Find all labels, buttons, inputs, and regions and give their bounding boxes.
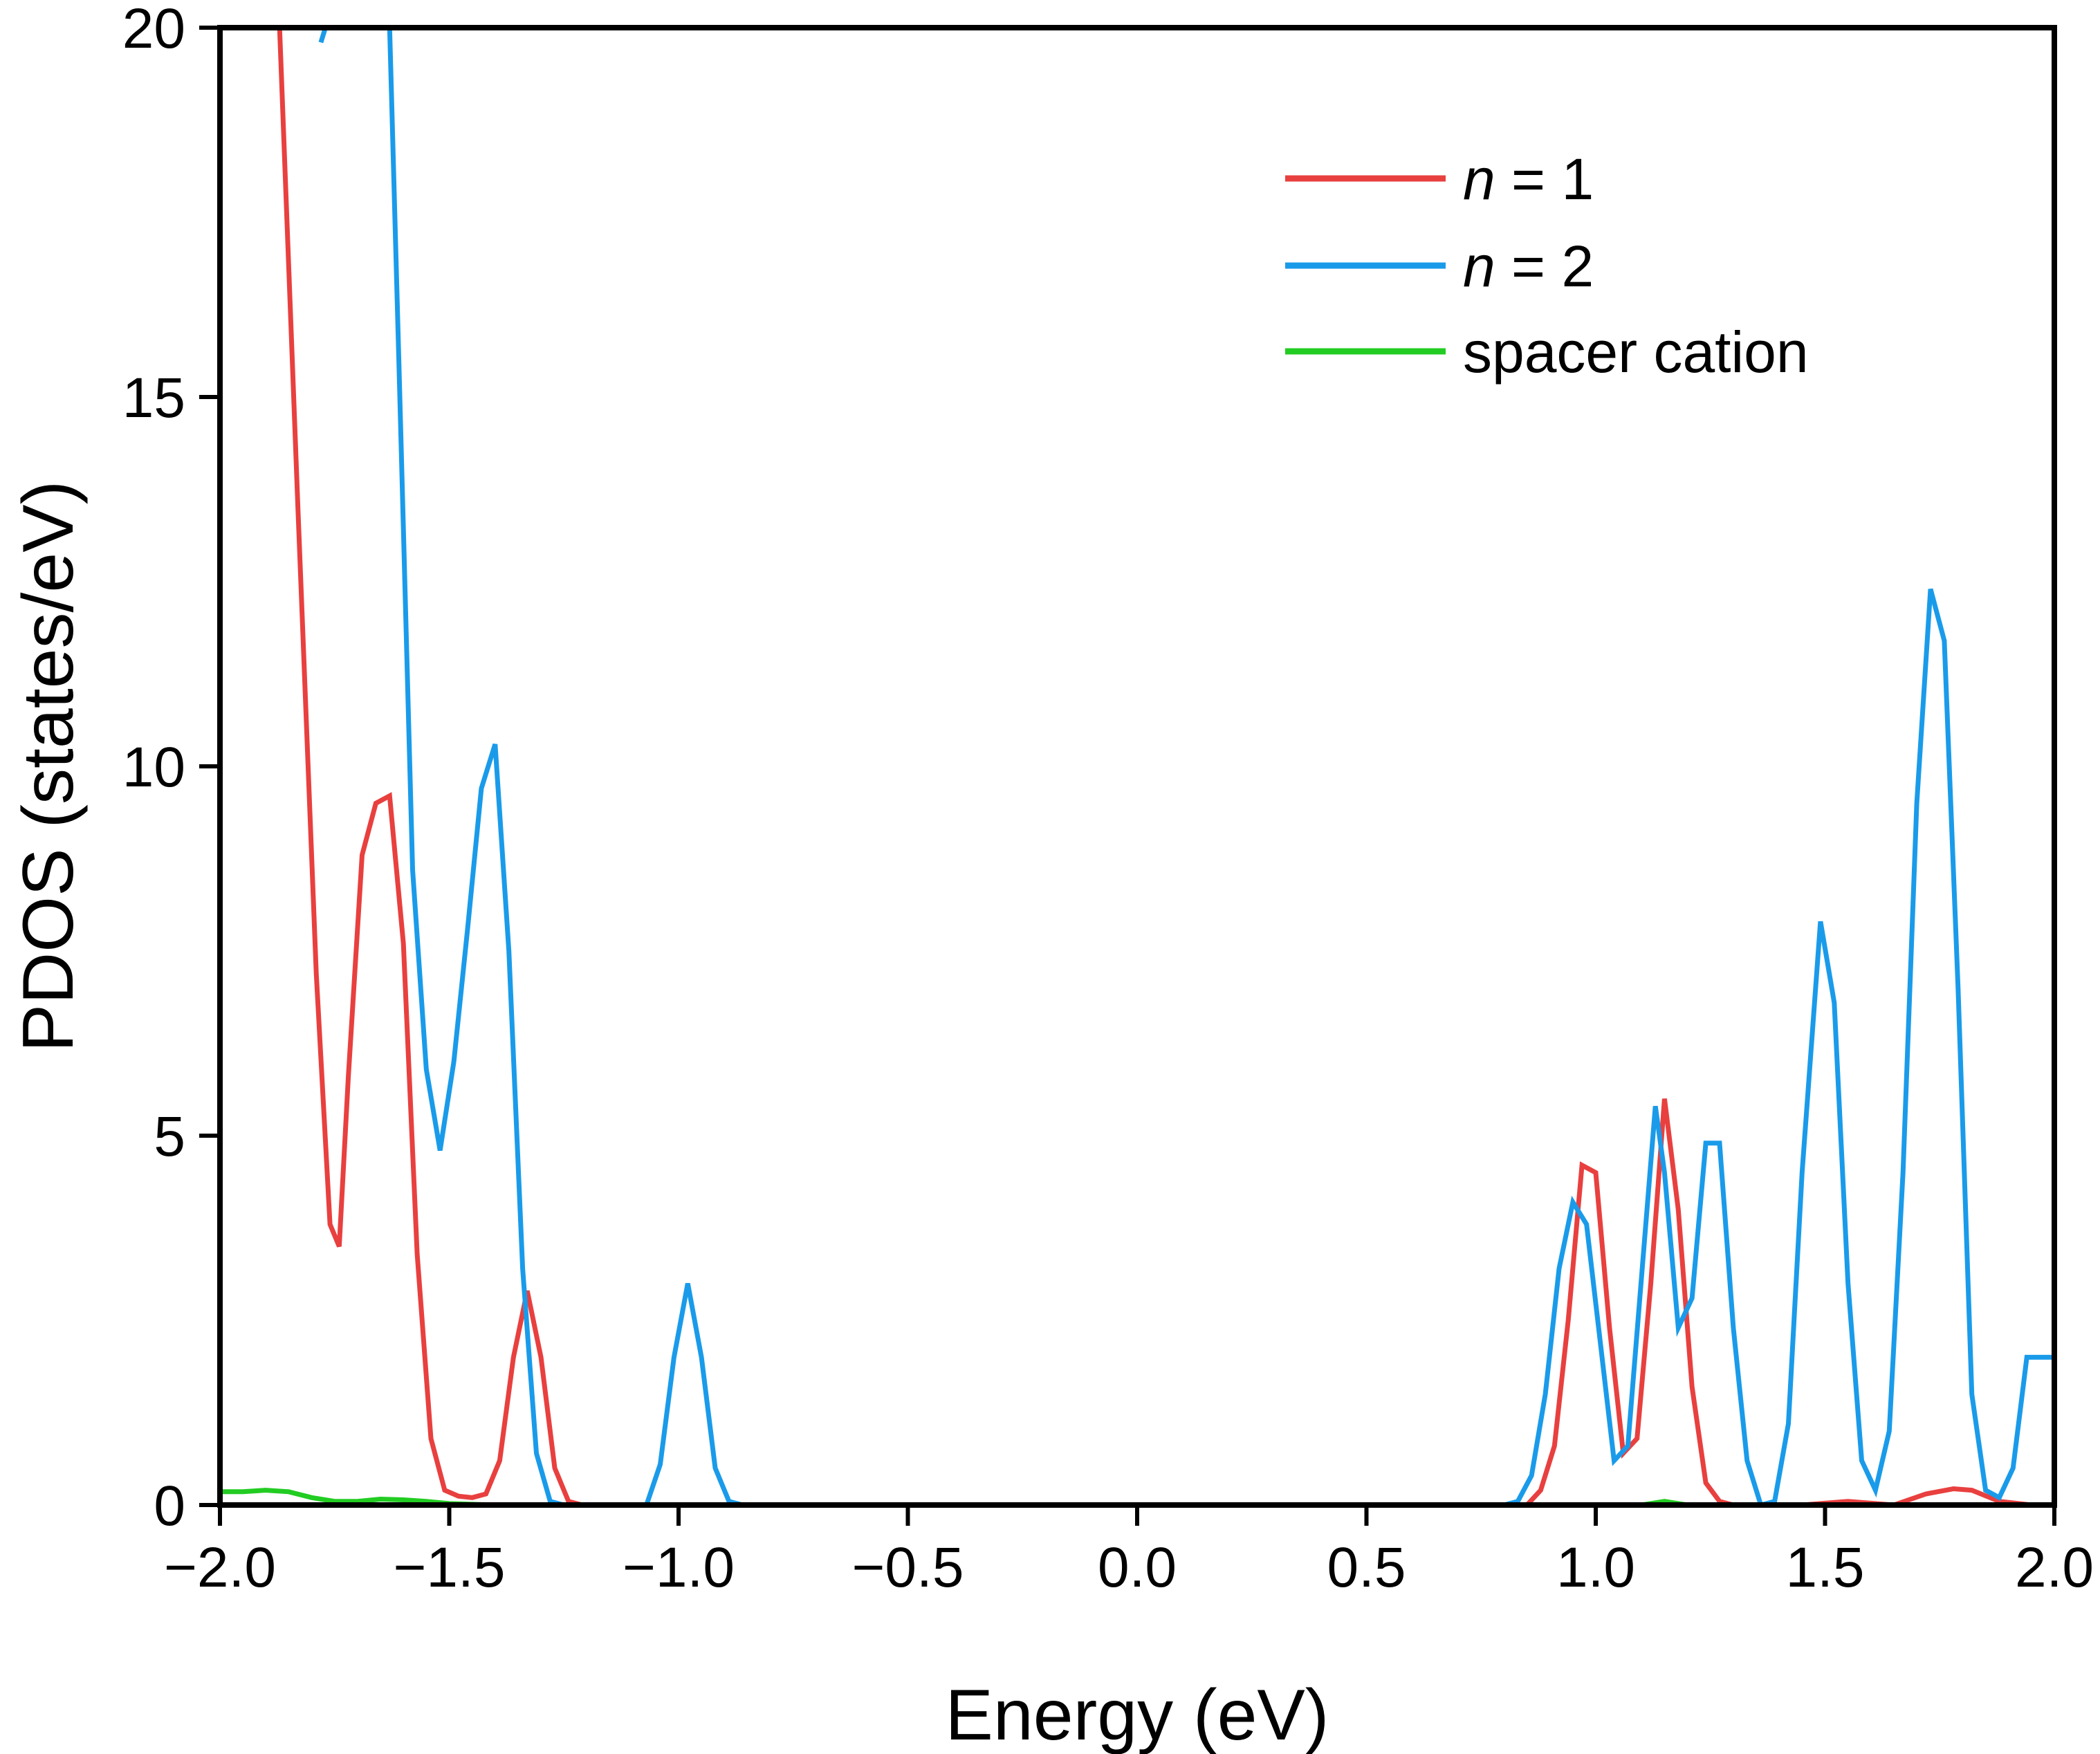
x-tick-label: −1.0 [623,1536,735,1599]
x-tick-label: 1.5 [1786,1536,1865,1599]
x-tick-label: 0.0 [1098,1536,1177,1599]
y-tick-label: 0 [154,1475,185,1538]
x-tick-label: 2.0 [2015,1536,2094,1599]
x-tick-label: −2.0 [164,1536,276,1599]
x-tick-label: 1.0 [1556,1536,1635,1599]
x-axis-title: Energy (eV) [946,1675,1329,1754]
legend-label: n = 1 [1463,147,1594,212]
legend-label-text: spacer cation [1463,320,1809,385]
legend-label-italic: n [1463,147,1495,212]
y-tick-label: 15 [122,367,185,430]
legend-label: spacer cation [1463,320,1809,385]
y-axis-title: PDOS (states/eV) [8,481,89,1052]
plot-frame [217,25,2057,1508]
axes-layer: −2.0 −1.5 −1.0 −0.5 0.0 0.5 1.0 1.5 2.0 0 5 10 15 20 [122,0,2094,1599]
x-tick-label: −0.5 [852,1536,964,1599]
x-tick-label: −1.5 [394,1536,506,1599]
y-tick-label: 5 [154,1105,185,1168]
legend-label-text: = 2 [1495,234,1594,299]
x-tick-label: 0.5 [1327,1536,1406,1599]
series-line-n-1 [277,28,2054,1505]
y-tick-label: 20 [122,0,185,60]
y-tick-label: 10 [122,736,185,799]
legend-label: n = 2 [1463,234,1594,299]
series-layer [220,28,2054,1505]
legend-label-italic: n [1463,234,1495,299]
legend-label-text: = 1 [1495,147,1594,212]
series-line-n-2 [318,28,2054,1505]
